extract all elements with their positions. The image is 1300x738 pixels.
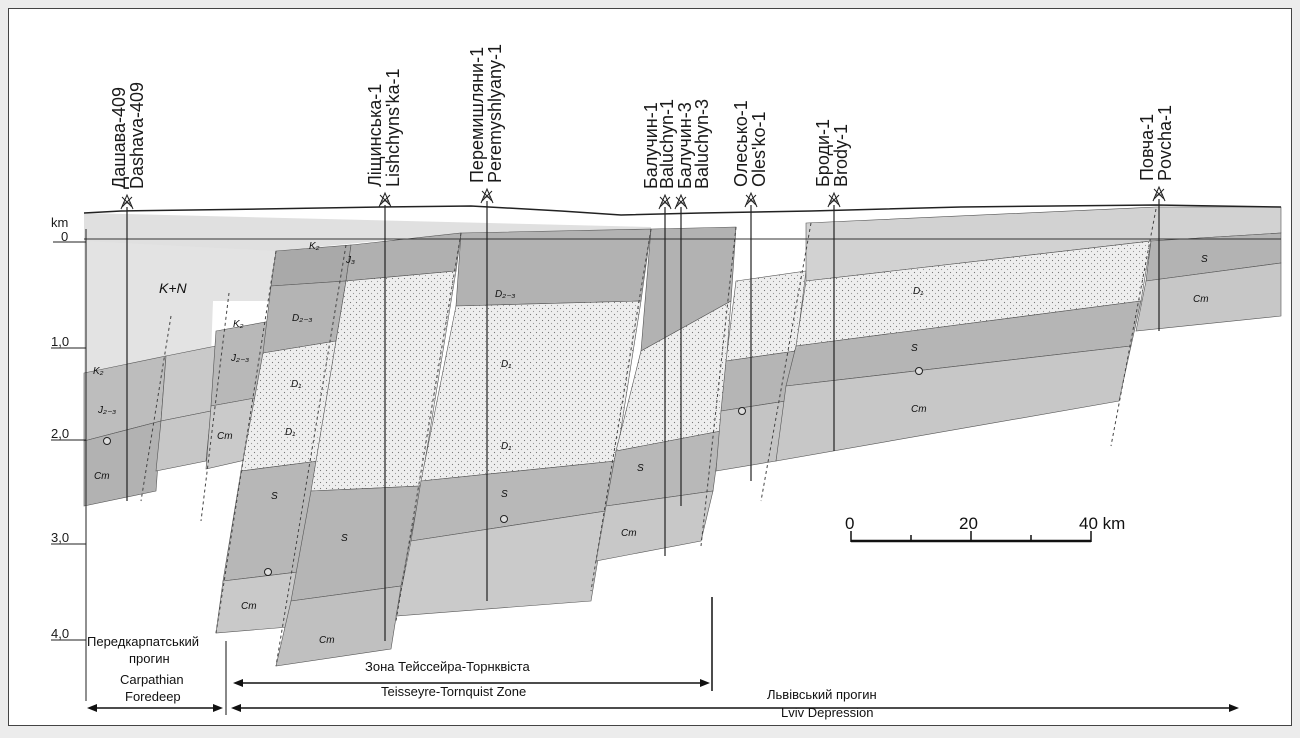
well-label-ua: Перемишляни-1 bbox=[467, 47, 487, 183]
cm-block-left2 bbox=[155, 410, 212, 472]
well-labels: Дашава-409 Dashava-409 Ліщинська-1 Lishc… bbox=[109, 44, 1175, 189]
s-block-4 bbox=[290, 485, 422, 602]
topography bbox=[83, 204, 1282, 216]
unit-label-k2: K₂ bbox=[233, 319, 244, 330]
well-label-en: Baluchyn-3 bbox=[692, 99, 712, 189]
cm-far-right bbox=[1135, 262, 1282, 332]
derrick-icons bbox=[120, 185, 1166, 210]
unit-label-s: S bbox=[911, 343, 918, 354]
cross-section-panel: km 0 1,0 2,0 3,0 4,0 Дашава-409 Dashava-… bbox=[8, 8, 1292, 726]
unit-label-k2: K₂ bbox=[309, 241, 320, 252]
scale-bar: 0 20 40 km bbox=[845, 514, 1125, 543]
unit-label-cm: Cm bbox=[217, 431, 233, 442]
well-label-en: Lishchyns'ka-1 bbox=[383, 69, 403, 188]
unit-label-cm: Cm bbox=[94, 471, 110, 482]
unit-label-s: S bbox=[1201, 254, 1208, 265]
unit-label-j3: J₃ bbox=[345, 255, 355, 266]
derrick-icon bbox=[827, 191, 841, 208]
sample-markers bbox=[103, 367, 923, 576]
d1-block-7 bbox=[725, 270, 807, 362]
derrick-icon bbox=[1152, 185, 1166, 202]
cross-section-svg: km 0 1,0 2,0 3,0 4,0 Дашава-409 Dashava-… bbox=[51, 44, 1282, 720]
depth-tick-2: 2,0 bbox=[51, 426, 69, 441]
well-label-ua: Балучин-3 bbox=[675, 102, 695, 189]
unit-label-s: S bbox=[501, 489, 508, 500]
foredeep-label-ua-2: прогин bbox=[129, 651, 170, 666]
foredeep-label-en-2: Foredeep bbox=[125, 689, 181, 704]
zone-arrows bbox=[87, 597, 1239, 712]
unit-labels: K+N K₂ J₃ K₂ K₂ J₂₋₃ J₂₋₃ D₂₋₃ D₂₋₃ D₁ D… bbox=[93, 241, 1209, 646]
unit-label-s: S bbox=[637, 463, 644, 474]
cm-block-6 bbox=[595, 490, 714, 562]
well-label-ua: Олесько-1 bbox=[731, 100, 751, 187]
unit-label-d1: D₁ bbox=[501, 359, 511, 370]
depth-tick-0: 0 bbox=[61, 229, 68, 244]
depth-tick-1: 1,0 bbox=[51, 334, 69, 349]
well-lines bbox=[126, 199, 1160, 641]
well-label-ua: Дашава-409 bbox=[109, 87, 129, 189]
unit-label-d1: D₁ bbox=[291, 379, 301, 390]
unit-label-d1: D₁ bbox=[285, 427, 295, 438]
depth-unit: km bbox=[51, 215, 68, 230]
unit-label-d1: D₁ bbox=[501, 441, 511, 452]
well-label-en: Oles'ko-1 bbox=[749, 112, 769, 187]
scale-label-20: 20 bbox=[959, 514, 978, 533]
unit-label-cm: Cm bbox=[319, 635, 335, 646]
kn-lower bbox=[84, 241, 276, 373]
d23-block-5 bbox=[455, 228, 652, 307]
unit-label-cm: Cm bbox=[1193, 294, 1209, 305]
unit-label-j23: J₂₋₃ bbox=[97, 405, 116, 416]
zone-labels: Передкарпатський прогин Carpathian Fored… bbox=[87, 634, 877, 720]
unit-label-d23: D₂₋₃ bbox=[495, 289, 515, 300]
unit-label-d23: D₂₋₃ bbox=[292, 313, 312, 324]
cm-block-4 bbox=[275, 585, 402, 667]
scale-label-40: 40 km bbox=[1079, 514, 1125, 533]
well-label-en: Dashava-409 bbox=[127, 82, 147, 189]
well-label-en: Baluchyn-1 bbox=[657, 99, 677, 189]
unit-label-s: S bbox=[341, 533, 348, 544]
derrick-icon bbox=[744, 191, 758, 208]
derrick-icon bbox=[120, 193, 134, 210]
unit-label-d1: D₁ bbox=[913, 286, 923, 297]
unit-label-s: S bbox=[271, 491, 278, 502]
well-label-ua: Повча-1 bbox=[1137, 114, 1157, 181]
derrick-icon bbox=[480, 187, 494, 204]
tt-zone-label-ua: Зона Тейссейра-Торнквіста bbox=[365, 659, 530, 674]
well-label-en: Brody-1 bbox=[831, 124, 851, 187]
foredeep-label-en-1: Carpathian bbox=[120, 672, 184, 687]
foredeep-label-ua-1: Передкарпатський bbox=[87, 634, 199, 649]
derrick-icon bbox=[674, 193, 688, 210]
faults bbox=[140, 208, 1157, 667]
well-label-ua: Броди-1 bbox=[813, 119, 833, 187]
tt-zone-label-en: Teisseyre-Tornquist Zone bbox=[381, 684, 526, 699]
well-label-en: Povcha-1 bbox=[1155, 105, 1175, 181]
derrick-icon bbox=[378, 191, 392, 208]
lviv-label-ua: Львівський прогин bbox=[767, 687, 877, 702]
unit-label-cm: Cm bbox=[911, 404, 927, 415]
left-mid-block bbox=[160, 345, 217, 422]
unit-label-j23: J₂₋₃ bbox=[230, 353, 249, 364]
well-label-ua: Балучин-1 bbox=[641, 102, 661, 189]
d1-block-5 bbox=[420, 300, 642, 482]
well-label-en: Peremyshlyany-1 bbox=[485, 44, 505, 183]
depth-tick-3: 3,0 bbox=[51, 530, 69, 545]
unit-label-cm: Cm bbox=[241, 601, 257, 612]
depth-tick-4: 4,0 bbox=[51, 626, 69, 641]
unit-label-cm: Cm bbox=[621, 528, 637, 539]
scale-label-0: 0 bbox=[845, 514, 854, 533]
well-label-ua: Ліщинська-1 bbox=[365, 84, 385, 187]
unit-label-k2: K₂ bbox=[93, 366, 104, 377]
cm-right bbox=[775, 345, 1132, 462]
derrick-icon bbox=[658, 193, 672, 210]
unit-label-kn: K+N bbox=[159, 280, 188, 296]
